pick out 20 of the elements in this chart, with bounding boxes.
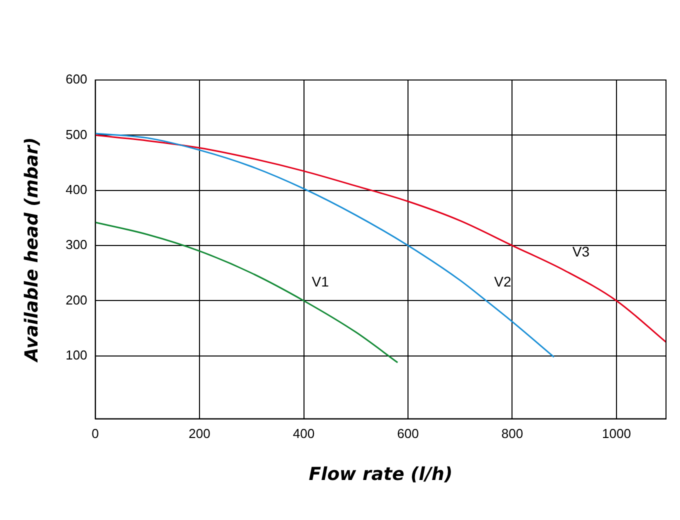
y-axis-title: Available head (mbar) [21,137,42,364]
line-series [95,134,666,343]
x-tick-label: 1000 [602,426,631,442]
series-label: V1 [312,274,330,290]
y-tick-label: 100 [66,347,88,362]
y-tick-label: 600 [66,72,88,87]
line-series [95,132,555,358]
x-tick-label: 0 [92,426,99,442]
x-tick-label: 800 [501,426,524,442]
x-tick-label: 400 [292,426,315,442]
y-tick-label: 500 [66,126,88,142]
x-tick-label: 200 [188,426,210,442]
y-tick-label: 300 [66,237,88,252]
y-tick-label: 400 [66,182,88,197]
y-tick-label: 200 [66,292,88,308]
line-series [95,222,398,364]
x-axis-title: Flow rate (l/h) [308,464,453,485]
x-tick-label: 600 [397,426,419,442]
series-label: V2 [494,274,512,290]
series-label: V3 [572,243,590,260]
